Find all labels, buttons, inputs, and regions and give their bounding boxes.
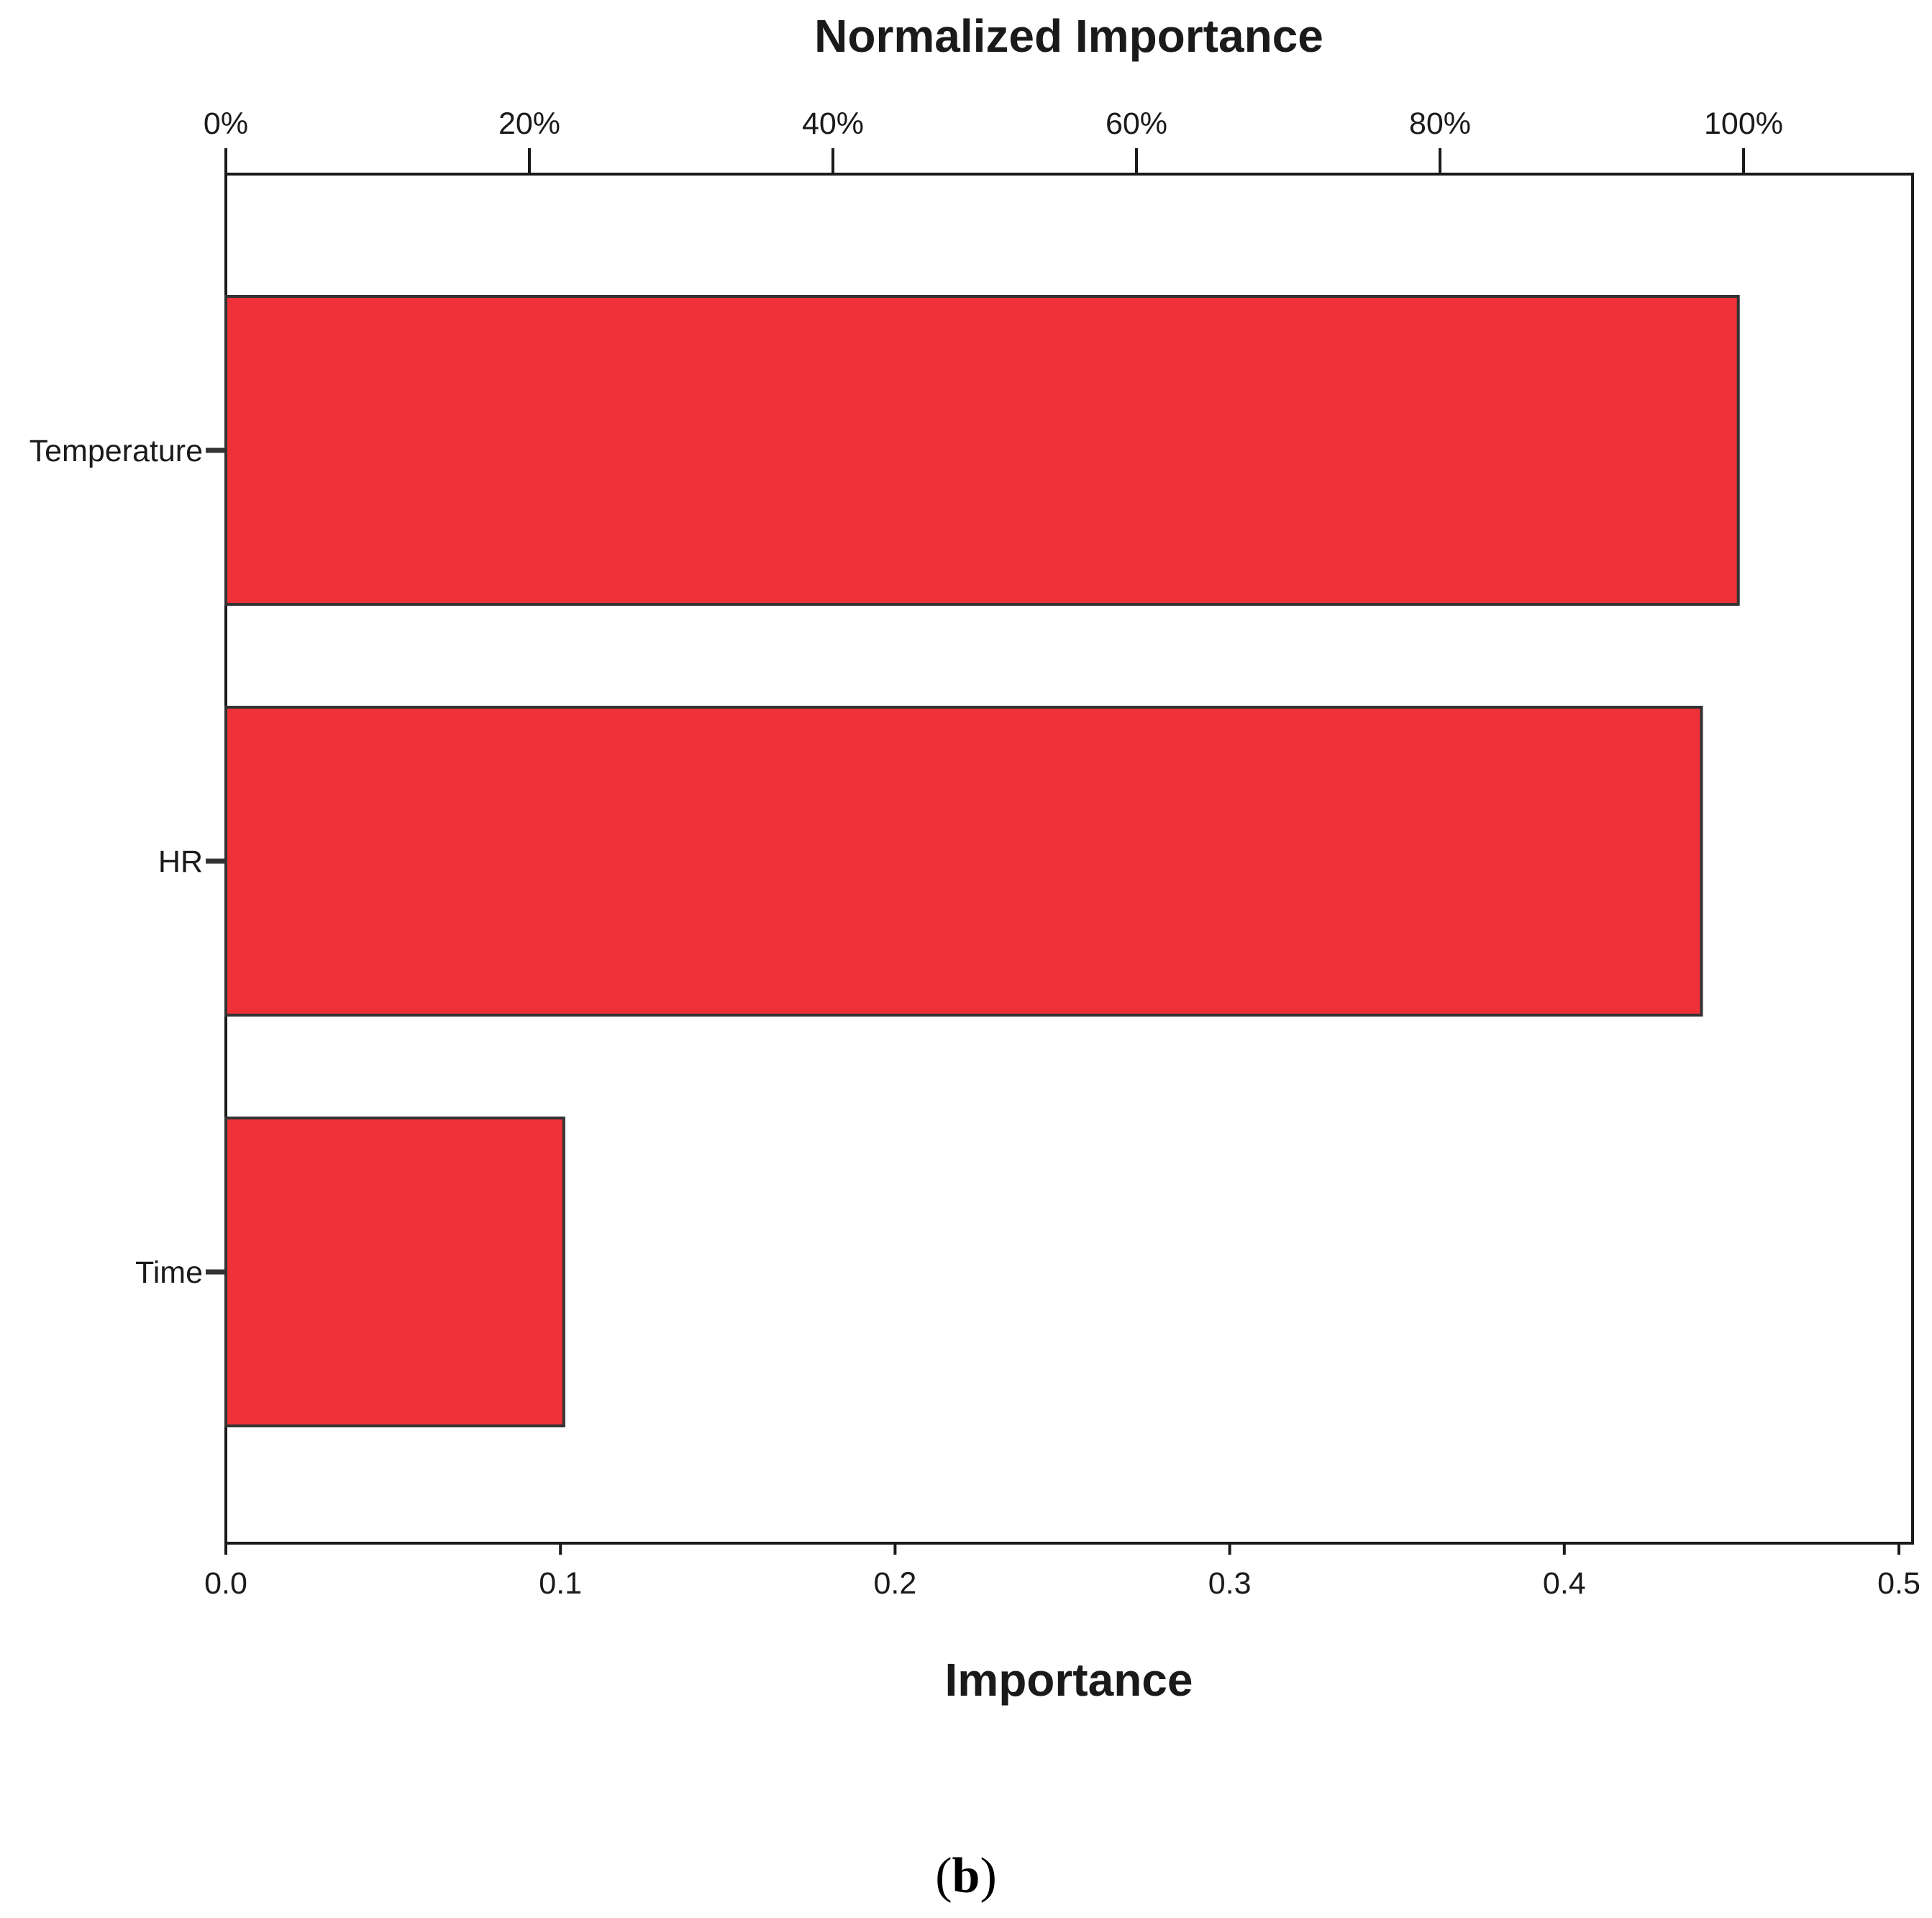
bottom-axis-title: Importance <box>945 1654 1193 1706</box>
top-tick-label: 60% <box>1106 106 1167 141</box>
bottom-tick-label: 0.2 <box>874 1566 917 1601</box>
top-tick-label: 0% <box>204 106 248 141</box>
bottom-tick-label: 0.0 <box>204 1566 247 1601</box>
caption-close: ) <box>980 1848 996 1904</box>
top-tick-label: 20% <box>498 106 560 141</box>
bottom-tick-label: 0.1 <box>539 1566 582 1601</box>
category-label-time: Time <box>135 1255 203 1290</box>
top-tick-label: 100% <box>1704 106 1783 141</box>
bottom-axis: 0.0 0.1 0.2 0.3 0.4 0.5 <box>204 1543 1920 1601</box>
bottom-tick-label: 0.4 <box>1543 1566 1586 1601</box>
caption-open: ( <box>935 1848 952 1904</box>
category-axis: Temperature HR Time <box>29 434 226 1290</box>
figure-caption: (b) <box>935 1848 997 1904</box>
bar-hr <box>224 706 1703 1017</box>
bar-temperature <box>224 295 1740 606</box>
top-axis: 0% 20% 40% 60% 80% 100% <box>204 106 1783 174</box>
category-label-temperature: Temperature <box>29 434 203 468</box>
top-axis-title: Normalized Importance <box>814 10 1323 62</box>
top-tick-label: 40% <box>802 106 864 141</box>
top-tick-label: 80% <box>1409 106 1471 141</box>
bar-time <box>224 1117 565 1427</box>
caption-letter: b <box>952 1848 980 1904</box>
category-label-hr: HR <box>158 845 203 879</box>
bars-group <box>224 295 1740 1427</box>
bottom-tick-label: 0.5 <box>1877 1566 1920 1601</box>
bottom-tick-label: 0.3 <box>1208 1566 1252 1601</box>
